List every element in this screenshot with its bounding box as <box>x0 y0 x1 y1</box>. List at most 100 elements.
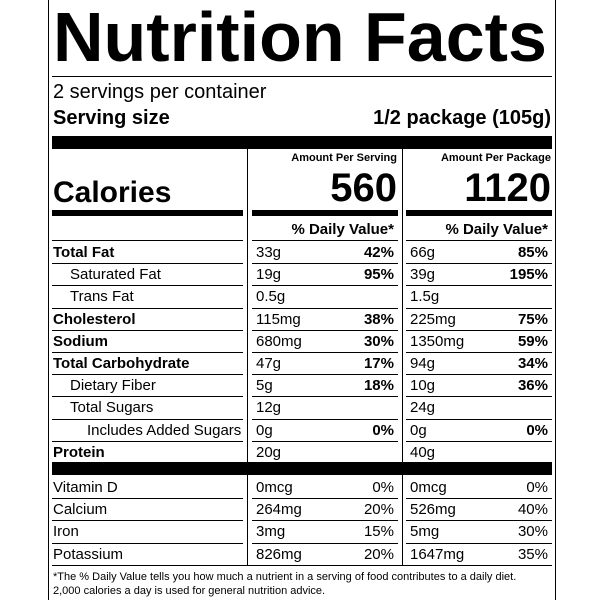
column-divider <box>247 149 248 565</box>
row-rule <box>52 440 243 442</box>
row-rule <box>52 542 243 544</box>
column-divider <box>402 149 403 565</box>
footnote: 2,000 calories a day is used for general… <box>53 585 326 597</box>
nutrient-name: Cholesterol <box>53 310 136 328</box>
amount: 0g <box>410 421 427 439</box>
row-rule <box>52 396 243 398</box>
amount: 5mg <box>410 523 440 541</box>
calories-value: 560 <box>330 166 397 210</box>
daily-value: 36% <box>517 377 548 395</box>
rule <box>52 76 552 77</box>
nutrient-name: Protein <box>53 443 105 461</box>
amount: 225mg <box>410 310 456 328</box>
amount: 1.5g <box>410 288 440 306</box>
row-rule <box>52 418 243 420</box>
serving-size-value: 1/2 package (105g) <box>373 107 551 129</box>
row-rule <box>406 285 552 287</box>
amount: 40g <box>410 443 436 461</box>
amount: 12g <box>256 399 282 417</box>
nutrient-name: Includes Added Sugars <box>87 421 242 439</box>
footnote: *The % Daily Value tells you how much a … <box>53 571 517 583</box>
amount: 0mcg <box>410 479 447 496</box>
daily-value: 85% <box>517 244 548 261</box>
nutrient-name: Sodium <box>53 332 108 350</box>
daily-value: 0% <box>526 479 548 496</box>
thick-rule <box>52 136 552 149</box>
row-rule <box>252 396 398 398</box>
amount: 0mcg <box>256 479 293 496</box>
row-rule <box>252 329 398 331</box>
nutrient-name: Trans Fat <box>70 288 134 306</box>
daily-value: 34% <box>517 355 548 372</box>
row-rule <box>252 352 398 353</box>
servings: 2 servings per container <box>53 81 267 103</box>
thick-rule <box>406 210 552 216</box>
row-rule <box>252 542 398 544</box>
daily-value: 40% <box>517 501 548 519</box>
row-rule <box>406 542 552 544</box>
row-rule <box>52 520 243 522</box>
row-rule <box>52 307 243 309</box>
row-rule <box>252 520 398 522</box>
amount: 264mg <box>256 501 302 519</box>
daily-value: 30% <box>363 332 394 350</box>
amount: 20g <box>256 443 282 461</box>
row-rule <box>406 440 552 442</box>
nutrient-name: Iron <box>53 523 79 541</box>
row-rule <box>52 329 243 331</box>
daily-value: 0% <box>372 421 394 439</box>
row-rule <box>52 285 243 287</box>
daily-value: 0% <box>372 479 394 496</box>
row-rule <box>406 263 552 265</box>
row-rule <box>406 329 552 331</box>
amount: 39g <box>410 266 436 284</box>
daily-value-header: % Daily Value* <box>445 221 548 238</box>
row-rule <box>406 374 552 376</box>
row-rule <box>52 498 243 500</box>
amount: 3mg <box>256 523 286 541</box>
amount: 47g <box>256 355 282 372</box>
amount: 526mg <box>410 501 456 519</box>
column-header: Amount Per Package <box>440 152 551 164</box>
amount: 5g <box>256 377 273 395</box>
daily-value: 195% <box>509 266 548 284</box>
thick-rule <box>252 210 398 216</box>
nutrient-name: Total Carbohydrate <box>53 355 190 372</box>
daily-value: 15% <box>363 523 394 541</box>
row-rule <box>52 240 243 241</box>
row-rule <box>406 498 552 500</box>
amount: 19g <box>256 266 282 284</box>
amount: 680mg <box>256 332 302 350</box>
nutrient-name: Potassium <box>53 545 124 563</box>
nutrient-name: Total Sugars <box>70 399 154 417</box>
title: Nutrition Facts <box>53 0 547 76</box>
serving-size-label: Serving size <box>53 107 170 129</box>
row-rule <box>406 520 552 522</box>
amount: 1647mg <box>410 545 465 563</box>
thick-rule <box>52 210 243 216</box>
daily-value: 20% <box>363 501 394 519</box>
nutrient-name: Vitamin D <box>53 479 118 496</box>
row-rule <box>52 374 243 376</box>
amount: 66g <box>410 244 436 261</box>
daily-value: 0% <box>526 421 548 439</box>
border <box>48 0 49 600</box>
amount: 10g <box>410 377 436 395</box>
amount: 0.5g <box>256 288 286 306</box>
border <box>555 0 556 600</box>
daily-value: 20% <box>363 545 394 563</box>
rule <box>52 565 552 566</box>
daily-value: 35% <box>517 545 548 563</box>
daily-value: 59% <box>517 332 548 350</box>
row-rule <box>252 285 398 287</box>
row-rule <box>52 352 243 353</box>
row-rule <box>252 498 398 500</box>
amount: 1350mg <box>410 332 465 350</box>
amount: 94g <box>410 355 436 372</box>
row-rule <box>52 263 243 265</box>
amount: 826mg <box>256 545 302 563</box>
calories-label: Calories <box>53 176 172 209</box>
amount: 24g <box>410 399 436 417</box>
daily-value: 18% <box>363 377 394 395</box>
